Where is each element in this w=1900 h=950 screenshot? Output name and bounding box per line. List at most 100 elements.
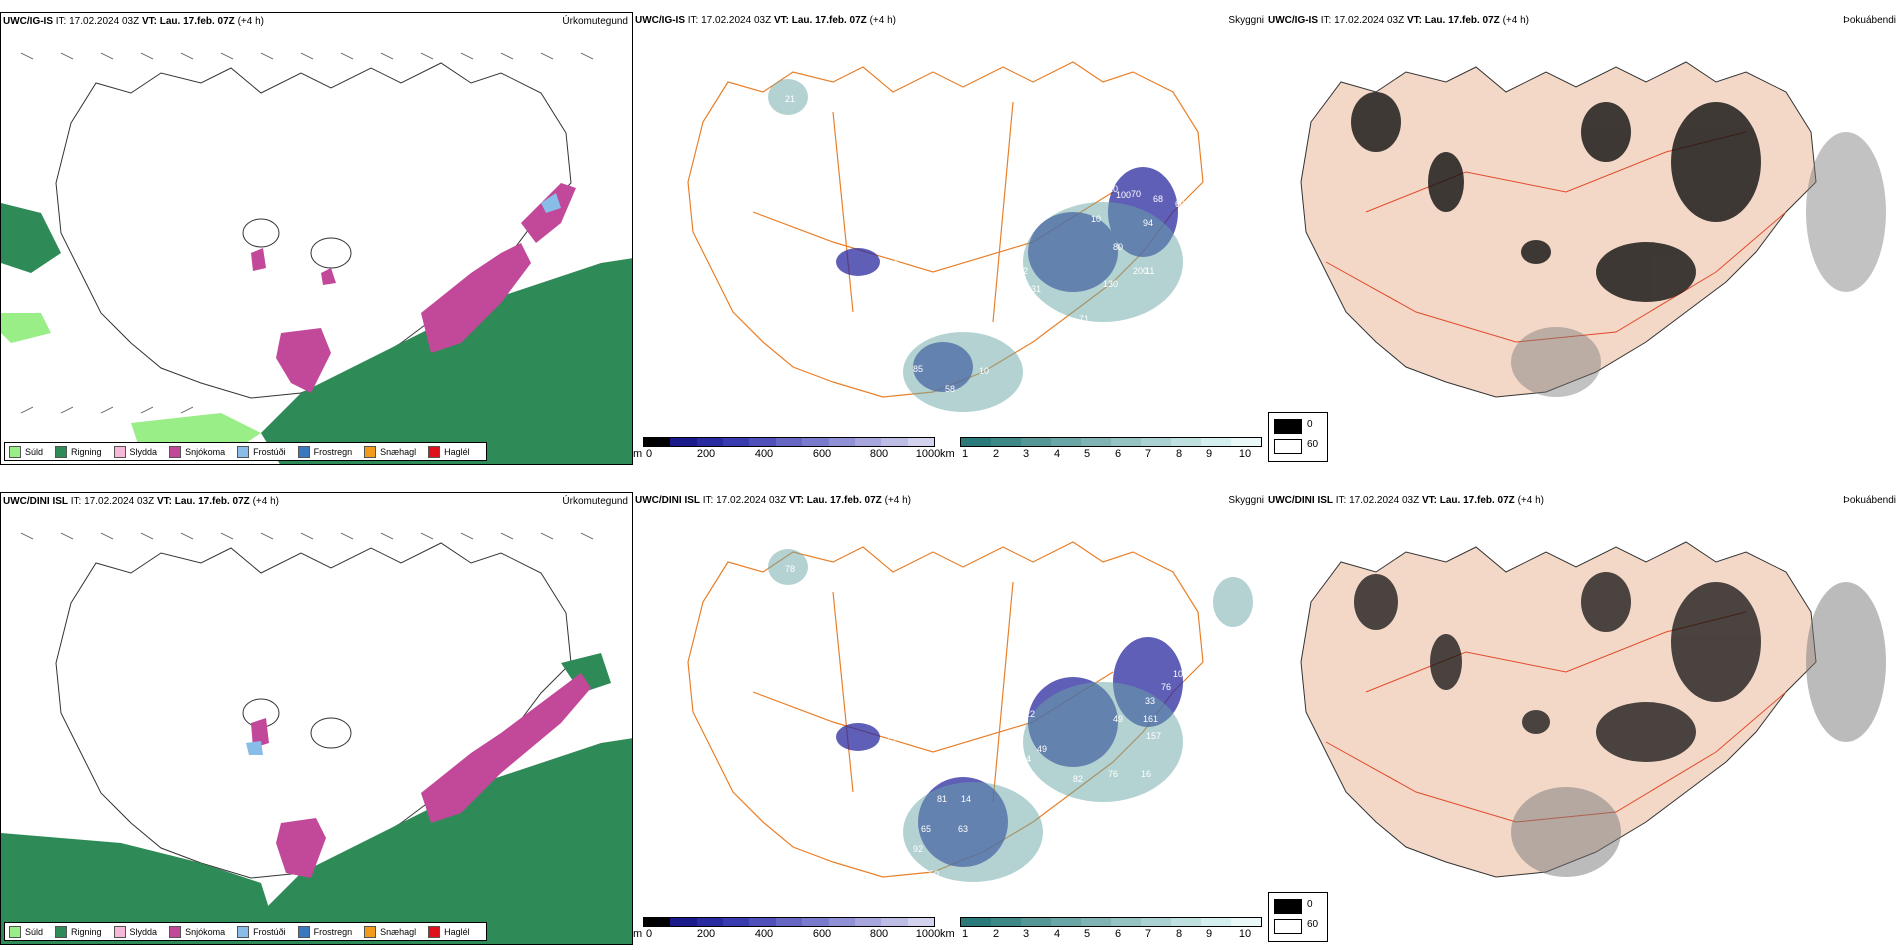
precip-map-bottom	[1, 532, 632, 944]
vis-label: 97	[878, 266, 888, 276]
it-label: IT:	[1320, 15, 1332, 26]
rain-areas	[1, 203, 632, 464]
legend-swatch	[428, 445, 441, 458]
vis-label: 65	[921, 824, 931, 834]
visibility-colorbar-gradient	[960, 917, 1262, 927]
fog-panel-bottom: UWC/DINI ISL IT: 17.02.2024 03Z VT: Lau.…	[1266, 492, 1900, 945]
vis-tick: 4	[1053, 448, 1061, 460]
vt-label: VT:	[773, 15, 789, 26]
vis-tick: 4	[1053, 928, 1061, 940]
vis-label: 200	[1133, 266, 1148, 276]
legend-label: Súld	[25, 926, 44, 937]
vis-label: 70	[1131, 189, 1141, 199]
ceiling-tick: 800	[869, 448, 889, 460]
vis-label: 78	[785, 564, 795, 574]
vis-label: 43	[895, 719, 905, 729]
fog-panel-top: UWC/IG-IS IT: 17.02.2024 03Z VT: Lau. 17…	[1266, 12, 1900, 465]
ceiling-tick: 200	[696, 928, 716, 940]
vis-label: 71	[1079, 314, 1089, 324]
ceiling-tick: 0	[645, 928, 653, 940]
panel-header: UWC/IG-IS IT: 17.02.2024 03Z VT: Lau. 17…	[1268, 15, 1529, 26]
vt-value: Lau. 17.feb. 07Z	[791, 15, 867, 26]
legend-swatch	[364, 445, 377, 458]
ceiling-tick: 600	[812, 928, 832, 940]
panel-title: Skyggni	[1228, 15, 1264, 26]
ceiling-tick: 800	[869, 928, 889, 940]
vis-label: 22	[1025, 709, 1035, 719]
snow-areas	[251, 673, 591, 878]
legend-swatch	[9, 925, 21, 938]
vis-label: 130	[1103, 279, 1118, 289]
fog-legend-label: 60	[1307, 439, 1319, 450]
ceiling-tick: 1000	[915, 448, 941, 460]
legend-item-hail: Haglél	[428, 445, 470, 458]
visibility-panel-bottom: 78 43 67 91 37 49 24 22 81 14 65 63 92 5…	[633, 492, 1266, 945]
ceiling-tick: 400	[754, 928, 774, 940]
legend-swatch	[237, 445, 250, 458]
visibility-map-bottom: 78 43 67 91 37 49 24 22 81 14 65 63 92 5…	[687, 541, 1253, 882]
rain-areas	[1, 653, 632, 944]
lead-time: (+4 h)	[884, 495, 911, 506]
legend-item-freezing-drizzle: Frostúði	[237, 925, 286, 938]
vis-label: 10	[1091, 214, 1101, 224]
vis-label: 16	[1141, 769, 1151, 779]
legend-label: Frostúði	[253, 926, 286, 937]
model-name: UWC/DINI ISL	[3, 496, 68, 507]
legend-label: Rigning	[71, 446, 102, 457]
panel-title: Þokuábendi	[1843, 495, 1896, 506]
visibility-panel-top: 21 97 14 16 12 31 18 14 71 85 58 10 10 7…	[633, 12, 1266, 465]
legend-label: Súld	[25, 446, 44, 457]
vis-label: 81	[937, 794, 947, 804]
legend-swatch	[364, 925, 377, 938]
ceiling-tick: 0	[645, 448, 653, 460]
vis-tick: 1	[961, 448, 969, 460]
precip-map-top	[1, 52, 632, 464]
vis-tick: 2	[992, 448, 1000, 460]
legend-swatch	[428, 925, 441, 938]
vis-label: 68	[1153, 194, 1163, 204]
vt-label: VT:	[1421, 495, 1437, 506]
ceiling-tick: 400	[754, 448, 774, 460]
vis-tick: 8	[1175, 928, 1183, 940]
legend-label: Frostregn	[313, 926, 353, 937]
vis-label: 76	[1161, 682, 1171, 692]
vis-label: 18	[1020, 294, 1030, 304]
frost-drizzle-areas	[541, 193, 561, 213]
vis-label: 157	[1146, 731, 1161, 741]
vis-label: 31	[1031, 284, 1041, 294]
legend-item-snow: Snjókoma	[169, 925, 225, 938]
visibility-map-top: 21 97 14 16 12 31 18 14 71 85 58 10 10 7…	[687, 61, 1204, 412]
vis-label: 67	[887, 736, 897, 746]
ceiling-tick: 1000	[915, 928, 941, 940]
vis-label: 21	[785, 94, 795, 104]
vis-tick: 10	[1238, 928, 1252, 940]
fog-gray-areas	[1511, 132, 1886, 397]
teal-visibility-areas	[768, 549, 1253, 882]
visibility-unit: km	[940, 928, 955, 940]
vis-label: 10	[979, 366, 989, 376]
frost-drizzle-areas	[246, 741, 263, 755]
it-value: 17.02.2024 03Z	[1334, 15, 1405, 26]
it-value: 17.02.2024 03Z	[69, 16, 140, 27]
vis-label: 33	[1145, 696, 1155, 706]
legend-label: Snæhagl	[380, 446, 417, 457]
vis-label: 14	[893, 254, 903, 264]
it-value: 17.02.2024 03Z	[84, 496, 155, 507]
legend-label: Snæhagl	[380, 926, 417, 937]
ceiling-colorbar-gradient	[643, 917, 935, 927]
vt-label: VT:	[156, 496, 172, 507]
precip-panel-bottom: UWC/DINI ISL IT: 17.02.2024 03Z VT: Lau.…	[0, 492, 633, 945]
it-label: IT:	[702, 495, 714, 506]
fog-swatch	[1274, 919, 1302, 934]
vis-tick: 7	[1144, 448, 1152, 460]
vis-label: 58	[945, 384, 955, 394]
vt-value: Lau. 17.feb. 07Z	[1439, 495, 1515, 506]
panel-header: UWC/IG-IS IT: 17.02.2024 03Z VT: Lau. 17…	[3, 16, 264, 27]
fog-gray-areas	[1511, 582, 1886, 877]
panel-header: UWC/DINI ISL IT: 17.02.2024 03Z VT: Lau.…	[3, 496, 279, 507]
legend-item-sleet: Slydda	[113, 445, 158, 458]
legend-label: Slydda	[129, 446, 158, 457]
vis-label: 80	[1113, 242, 1123, 252]
vis-label: 85	[913, 364, 923, 374]
legend-label: Haglél	[444, 926, 470, 937]
